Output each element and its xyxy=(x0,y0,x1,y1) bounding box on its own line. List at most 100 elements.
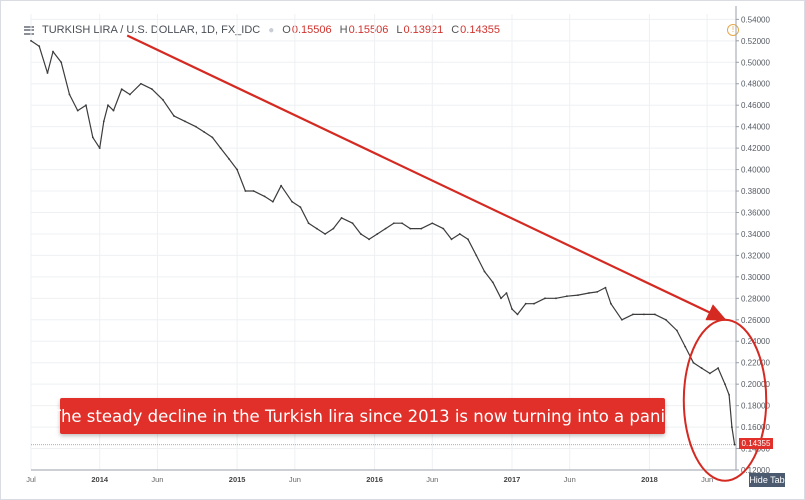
price-point xyxy=(610,302,612,305)
price-point xyxy=(162,98,164,101)
price-point xyxy=(654,313,656,316)
price-point xyxy=(431,222,434,225)
y-tick-label: 0.14000 xyxy=(741,445,770,454)
y-tick-label: 0.46000 xyxy=(741,101,770,110)
price-point xyxy=(566,295,568,298)
price-point xyxy=(315,227,318,230)
price-point xyxy=(384,227,387,230)
price-point xyxy=(291,200,294,203)
price-point xyxy=(140,82,142,85)
price-point xyxy=(643,313,645,316)
y-tick-label: 0.48000 xyxy=(741,80,770,89)
y-tick-label: 0.18000 xyxy=(741,402,770,411)
price-point xyxy=(467,238,469,241)
price-point xyxy=(420,227,423,230)
price-point xyxy=(359,233,362,235)
price-point xyxy=(271,200,274,203)
y-tick-label: 0.32000 xyxy=(741,251,770,260)
x-tick-label: 2016 xyxy=(366,475,383,484)
y-tick-label: 0.26000 xyxy=(741,316,770,325)
price-point xyxy=(340,216,343,219)
last-price-tag: 0.14355 xyxy=(739,438,773,449)
price-point xyxy=(85,104,87,107)
price-point xyxy=(708,372,711,375)
y-tick-label: 0.22000 xyxy=(741,359,770,368)
y-tick-label: 0.34000 xyxy=(741,230,770,239)
x-tick-label: Jun xyxy=(426,475,438,484)
price-point xyxy=(491,281,494,284)
price-point xyxy=(120,88,123,91)
ohlc-high: H0.15506 xyxy=(339,24,389,36)
y-tick-label: 0.28000 xyxy=(741,294,770,303)
price-point xyxy=(533,302,535,305)
y-tick-label: 0.16000 xyxy=(741,423,770,432)
x-tick-label: 2015 xyxy=(229,475,246,484)
price-point xyxy=(68,93,71,96)
price-point xyxy=(621,318,623,321)
ohlc-open: O0.15506 xyxy=(282,24,332,36)
price-point xyxy=(475,254,478,257)
price-point xyxy=(91,136,94,139)
price-point xyxy=(307,222,310,225)
price-point xyxy=(299,206,302,209)
price-point xyxy=(728,393,731,396)
price-point xyxy=(184,120,186,123)
x-tick-label: Jun xyxy=(701,475,713,484)
price-point xyxy=(368,238,370,241)
x-tick-label: Jun xyxy=(289,475,301,484)
alert-clock-icon[interactable]: ! xyxy=(727,24,739,36)
price-point xyxy=(505,292,508,294)
price-point xyxy=(458,233,461,235)
y-tick-label: 0.12000 xyxy=(741,466,770,475)
ohlc-low: L0.13921 xyxy=(396,24,444,36)
price-point xyxy=(409,227,412,230)
y-tick-label: 0.42000 xyxy=(741,144,770,153)
ohlc-close: C0.14355 xyxy=(451,24,500,36)
price-point xyxy=(211,136,214,139)
highlight-circle xyxy=(682,318,768,482)
price-point xyxy=(236,168,239,171)
price-point xyxy=(730,426,733,428)
y-tick-label: 0.44000 xyxy=(741,123,770,132)
price-point xyxy=(151,88,153,91)
price-point xyxy=(112,109,115,112)
price-point xyxy=(195,125,197,128)
x-tick-label: Jun xyxy=(564,475,576,484)
trend-arrow xyxy=(126,34,727,321)
price-point xyxy=(483,270,486,273)
hide-tab-button[interactable]: Hide Tab xyxy=(749,473,785,487)
price-point xyxy=(203,131,206,133)
price-point xyxy=(60,61,63,64)
price-point xyxy=(252,190,255,192)
x-tick-label: 2017 xyxy=(504,475,521,484)
price-point xyxy=(676,329,678,332)
price-point xyxy=(717,367,720,369)
y-tick-label: 0.50000 xyxy=(741,58,770,67)
price-point xyxy=(692,361,695,364)
price-point xyxy=(324,233,326,235)
x-tick-label: 2018 xyxy=(641,475,658,484)
price-point xyxy=(442,227,445,230)
price-point xyxy=(684,345,687,348)
y-tick-label: 0.54000 xyxy=(741,15,770,24)
price-point xyxy=(524,302,527,305)
price-point xyxy=(665,318,667,321)
price-point xyxy=(376,233,379,235)
y-tick-label: 0.40000 xyxy=(741,166,770,175)
menu-icon[interactable] xyxy=(24,25,34,35)
price-point xyxy=(392,222,395,225)
price-point xyxy=(30,39,32,42)
price-point xyxy=(555,297,557,300)
y-tick-label: 0.24000 xyxy=(741,337,770,346)
price-point xyxy=(263,195,266,198)
price-point xyxy=(588,292,590,294)
price-point xyxy=(511,308,513,310)
price-point xyxy=(733,443,736,446)
y-tick-label: 0.38000 xyxy=(741,187,770,196)
y-tick-label: 0.20000 xyxy=(741,380,770,389)
price-point xyxy=(700,367,703,369)
price-point xyxy=(52,50,54,53)
price-point xyxy=(632,313,634,316)
x-tick-label: 2014 xyxy=(91,475,109,484)
price-series-line xyxy=(30,40,736,445)
